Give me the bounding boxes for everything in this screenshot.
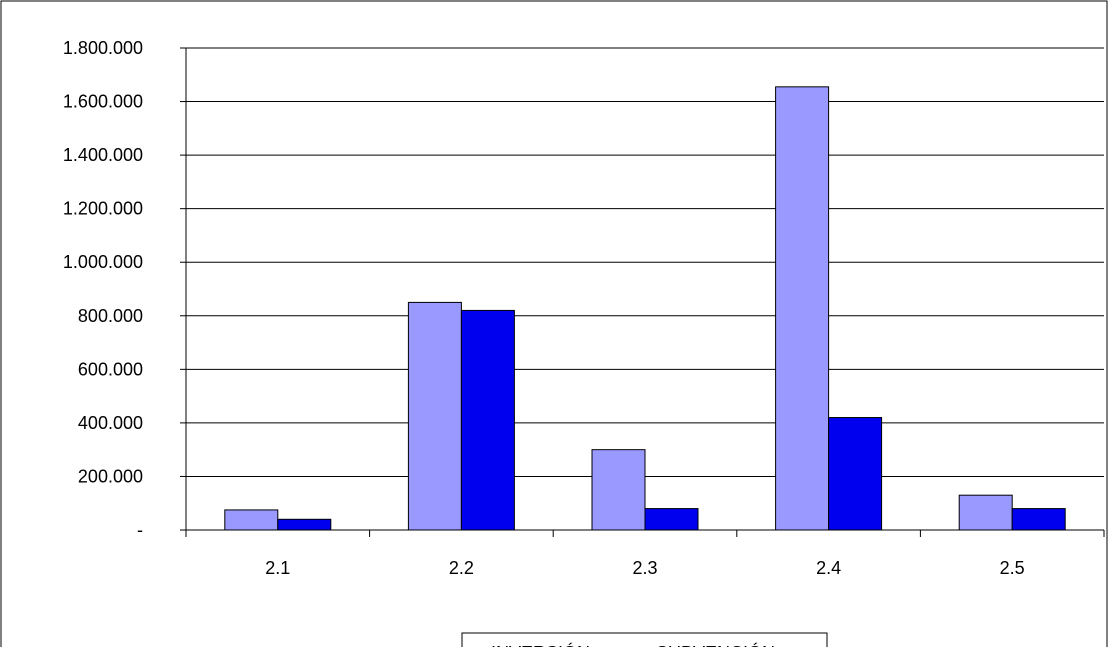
bar-subvencion-2.1 [277, 518, 332, 531]
y-tick-labels: - 200.000 400.000 600.000 800.000 1.000.000 1.… [63, 38, 143, 540]
x-tick-label: 2.5 [1000, 558, 1025, 578]
y-tick-label: 1.000.000 [63, 252, 143, 272]
bar-subvencion-2.5 [1011, 508, 1066, 531]
x-tick-label: 2.1 [265, 558, 290, 578]
bar-subvencion-2.4 [828, 417, 883, 531]
bar-inversion-2.4 [775, 86, 830, 531]
x-tick-labels: 2.1 2.2 2.3 2.4 2.5 [265, 558, 1024, 578]
bar-subvencion-2.3 [644, 508, 699, 531]
bar-subvencion-2.2 [460, 309, 515, 531]
y-tick-label: 800.000 [78, 306, 143, 326]
gridlines [186, 47, 1104, 477]
bar-inversion-2.2 [407, 301, 462, 531]
bars [224, 86, 1066, 531]
y-tick-label: 200.000 [78, 466, 143, 486]
y-tick-label: 1.800.000 [63, 38, 143, 58]
bar-inversion-2.5 [958, 494, 1013, 531]
x-tick-label: 2.3 [632, 558, 657, 578]
y-tick-label: 1.200.000 [63, 199, 143, 219]
x-tick-label: 2.2 [449, 558, 474, 578]
bar-inversion-2.1 [224, 509, 279, 531]
legend-label-inversion: INVERSIÓN [491, 642, 590, 647]
axes [180, 47, 1105, 537]
legend: INVERSIÓN SUBVENCIÓN [461, 632, 828, 652]
y-tick-label: 600.000 [78, 359, 143, 379]
x-tick-label: 2.4 [816, 558, 841, 578]
y-tick-label: 400.000 [78, 413, 143, 433]
y-tick-label: 1.400.000 [63, 145, 143, 165]
y-tick-label: 1.600.000 [63, 92, 143, 112]
y-tick-label: - [137, 520, 143, 540]
bar-inversion-2.3 [591, 449, 646, 531]
legend-label-subvencion: SUBVENCIÓN [656, 642, 775, 647]
